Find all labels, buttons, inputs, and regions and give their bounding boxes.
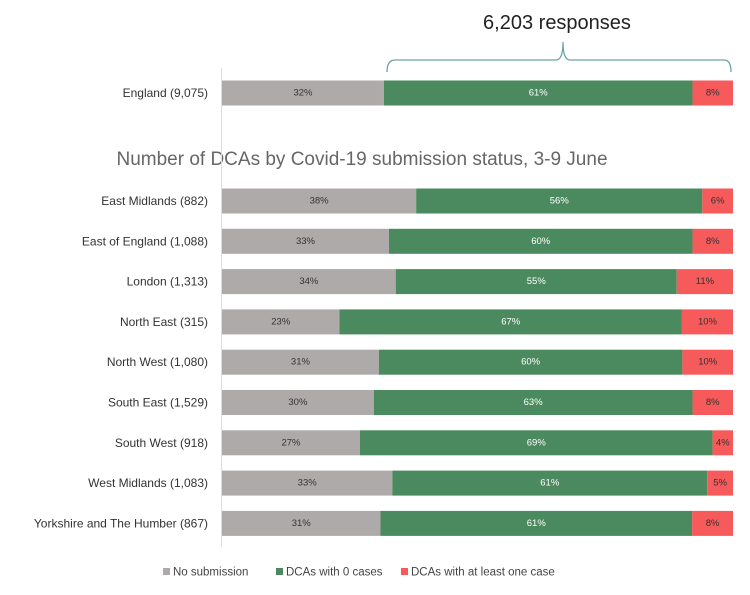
- region-bar-label: North West (1,080): [107, 355, 208, 369]
- region-bar-segment-3: [692, 510, 733, 536]
- region-bar-value-label: 8%: [706, 518, 720, 529]
- region-bar-segment-3: [692, 228, 733, 254]
- region-bar-label: South East (1,529): [108, 396, 208, 410]
- region-bar-value-label: 10%: [698, 316, 718, 327]
- region-bar-label: North East (315): [120, 315, 208, 329]
- region-bar-segment-2: [339, 309, 682, 335]
- region-bar-value-label: 33%: [298, 478, 318, 489]
- chart-title: Number of DCAs by Covid-19 submission st…: [116, 149, 607, 170]
- region-bar-segment-2: [416, 188, 703, 214]
- region-bar-value-label: 8%: [706, 397, 720, 408]
- region-bar-segment-1: [222, 430, 360, 456]
- region-bar-value-label: 60%: [531, 236, 551, 247]
- region-bar-segment-2: [395, 269, 677, 295]
- legend-label: DCAs with at least one case: [411, 567, 555, 579]
- region-bar-value-label: 11%: [696, 276, 715, 287]
- region-bar-segment-3: [681, 309, 733, 335]
- region-bar-value-label: 69%: [527, 437, 547, 448]
- region-bar-value-label: 61%: [527, 518, 547, 529]
- region-bar-segment-1: [222, 269, 396, 295]
- region-bar-segment-1: [222, 390, 374, 415]
- region-bar-value-label: 31%: [291, 357, 311, 368]
- region-bar-label: London (1,313): [127, 275, 208, 289]
- region-bar-value-label: 5%: [713, 478, 727, 489]
- region-bar-value-label: 63%: [524, 397, 544, 408]
- region-bar-segment-3: [702, 188, 733, 214]
- region-bar-label: South West (918): [115, 436, 208, 450]
- legend-swatch: [163, 568, 170, 575]
- region-bar-segment-2: [359, 430, 713, 456]
- region-bar-value-label: 10%: [698, 357, 718, 368]
- region-bar-value-label: 33%: [296, 236, 316, 247]
- region-bar-value-label: 55%: [527, 276, 547, 287]
- total-bar-segment-3: [692, 80, 733, 106]
- region-bar-segment-3: [712, 430, 733, 456]
- region-bar-value-label: 60%: [521, 357, 541, 368]
- region-bar-segment-1: [222, 510, 381, 536]
- region-bar-segment-3: [692, 390, 733, 415]
- total-bar-segment-2: [383, 80, 693, 106]
- legend-swatch: [401, 568, 408, 575]
- total-bar-segment-1: [222, 80, 384, 106]
- region-bar-segment-3: [676, 269, 733, 295]
- region-bar-value-label: 56%: [550, 196, 570, 207]
- total-bar-value-label: 8%: [706, 88, 720, 99]
- region-bar-segment-3: [682, 349, 733, 375]
- region-bar-segment-2: [392, 470, 708, 496]
- region-bar-value-label: 38%: [310, 196, 330, 207]
- region-bar-value-label: 61%: [540, 478, 560, 489]
- region-bar-segment-2: [380, 510, 693, 536]
- total-bar-label: England (9,075): [123, 86, 208, 100]
- region-bar-segment-1: [222, 470, 393, 496]
- total-bar-value-label: 61%: [529, 88, 549, 99]
- region-bar-segment-2: [388, 228, 693, 254]
- region-bar-segment-1: [222, 228, 389, 254]
- region-bar-label: East of England (1,088): [82, 234, 208, 248]
- region-bar-value-label: 27%: [281, 437, 301, 448]
- region-bar-value-label: 23%: [271, 316, 291, 327]
- region-bar-value-label: 30%: [288, 397, 308, 408]
- total-bar-value-label: 32%: [293, 88, 313, 99]
- legend-label: No submission: [173, 567, 248, 579]
- region-bar-segment-3: [707, 470, 733, 496]
- region-bar-segment-1: [222, 188, 417, 214]
- region-bar-label: Yorkshire and The Humber (867): [34, 516, 208, 530]
- region-bar-label: East Midlands (882): [101, 194, 208, 208]
- region-bar-value-label: 8%: [706, 236, 720, 247]
- region-bar-segment-2: [373, 390, 693, 415]
- legend-swatch: [276, 568, 283, 575]
- region-bar-value-label: 34%: [299, 276, 319, 287]
- region-bar-value-label: 4%: [716, 437, 730, 448]
- region-bar-label: West Midlands (1,083): [88, 476, 208, 490]
- legend: No submission DCAs with 0 cases DCAs with …: [163, 567, 555, 579]
- region-bar-segment-2: [378, 349, 683, 375]
- legend-label: DCAs with 0 cases: [286, 567, 383, 579]
- region-bar-segment-1: [222, 309, 340, 335]
- region-bar-segment-1: [222, 349, 379, 375]
- region-bar-value-label: 67%: [501, 316, 521, 327]
- annotation-brace: [386, 41, 732, 73]
- region-bar-value-label: 6%: [711, 196, 725, 207]
- annotation-text: 6,203 responses: [483, 12, 631, 34]
- region-bar-value-label: 31%: [292, 518, 312, 529]
